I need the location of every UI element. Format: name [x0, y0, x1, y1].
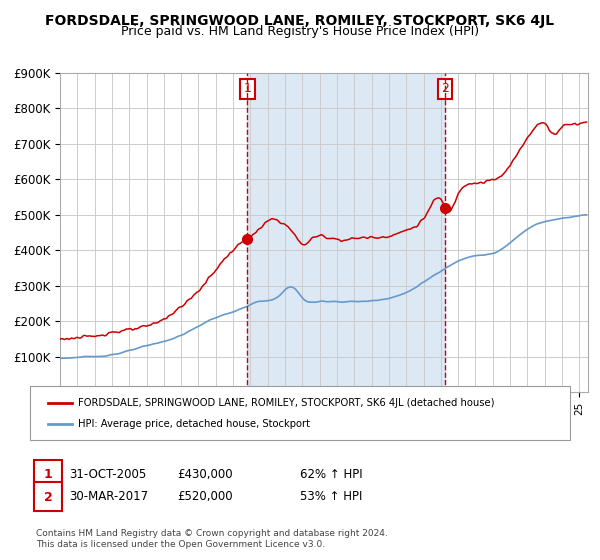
Text: 2: 2 — [44, 491, 52, 504]
Text: £520,000: £520,000 — [177, 490, 233, 503]
Text: FORDSDALE, SPRINGWOOD LANE, ROMILEY, STOCKPORT, SK6 4JL (detached house): FORDSDALE, SPRINGWOOD LANE, ROMILEY, STO… — [78, 398, 494, 408]
Text: HPI: Average price, detached house, Stockport: HPI: Average price, detached house, Stoc… — [78, 419, 310, 429]
Text: 1: 1 — [244, 82, 251, 95]
Text: Contains HM Land Registry data © Crown copyright and database right 2024.
This d: Contains HM Land Registry data © Crown c… — [36, 529, 388, 549]
Text: FORDSDALE, SPRINGWOOD LANE, ROMILEY, STOCKPORT, SK6 4JL: FORDSDALE, SPRINGWOOD LANE, ROMILEY, STO… — [46, 14, 554, 28]
Text: 62% ↑ HPI: 62% ↑ HPI — [300, 468, 362, 481]
Text: 53% ↑ HPI: 53% ↑ HPI — [300, 490, 362, 503]
Text: Price paid vs. HM Land Registry's House Price Index (HPI): Price paid vs. HM Land Registry's House … — [121, 25, 479, 38]
Text: 2: 2 — [441, 82, 449, 95]
Text: 1: 1 — [44, 468, 52, 482]
Bar — [247, 73, 445, 392]
Text: £430,000: £430,000 — [177, 468, 233, 481]
Text: 31-OCT-2005: 31-OCT-2005 — [69, 468, 146, 481]
Text: 30-MAR-2017: 30-MAR-2017 — [69, 490, 148, 503]
